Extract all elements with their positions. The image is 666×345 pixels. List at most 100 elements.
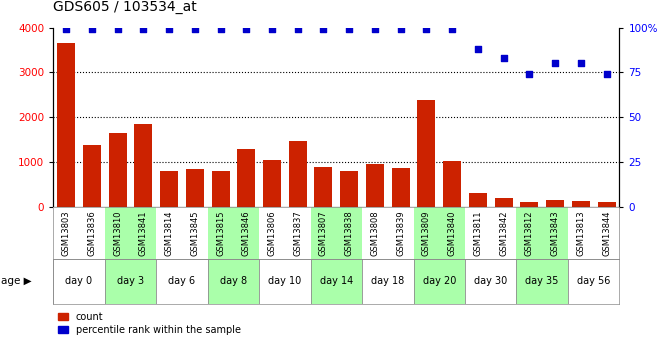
Text: GSM13842: GSM13842 <box>499 210 508 256</box>
Point <box>164 27 174 32</box>
Text: day 20: day 20 <box>422 276 456 286</box>
Point <box>113 27 123 32</box>
Bar <box>414 207 465 259</box>
Point <box>575 61 586 66</box>
Legend: count, percentile rank within the sample: count, percentile rank within the sample <box>58 312 240 335</box>
Point <box>549 61 560 66</box>
Text: GSM13803: GSM13803 <box>62 210 71 256</box>
Bar <box>465 259 516 304</box>
Bar <box>237 149 255 207</box>
Bar <box>105 259 157 304</box>
Bar <box>516 207 568 259</box>
Bar <box>340 171 358 207</box>
Bar <box>366 164 384 207</box>
Bar <box>465 207 516 259</box>
Point <box>421 27 432 32</box>
Text: GSM13808: GSM13808 <box>370 210 380 256</box>
Point <box>61 27 71 32</box>
Text: day 0: day 0 <box>65 276 93 286</box>
Bar <box>157 259 208 304</box>
Point <box>266 27 277 32</box>
Bar <box>443 161 461 207</box>
Text: GSM13844: GSM13844 <box>602 210 611 256</box>
Text: age ▶: age ▶ <box>1 276 31 286</box>
Text: day 18: day 18 <box>371 276 404 286</box>
Bar <box>53 259 105 304</box>
Bar <box>568 259 619 304</box>
Bar <box>160 171 178 207</box>
Bar <box>83 145 101 207</box>
Bar <box>469 193 487 207</box>
Text: GSM13807: GSM13807 <box>319 210 328 256</box>
Text: GSM13841: GSM13841 <box>139 210 148 256</box>
Text: day 3: day 3 <box>117 276 144 286</box>
Text: GSM13810: GSM13810 <box>113 210 122 256</box>
Bar <box>259 259 310 304</box>
Point <box>524 71 535 77</box>
Text: GSM13836: GSM13836 <box>87 210 97 256</box>
Bar <box>310 207 362 259</box>
Bar <box>362 259 414 304</box>
Bar <box>208 207 259 259</box>
Bar <box>157 207 208 259</box>
Text: GSM13811: GSM13811 <box>474 210 482 256</box>
Text: GSM13845: GSM13845 <box>190 210 199 256</box>
Text: GSM13839: GSM13839 <box>396 210 405 256</box>
Point <box>87 27 97 32</box>
Text: GSM13812: GSM13812 <box>525 210 534 256</box>
Text: day 30: day 30 <box>474 276 507 286</box>
Text: GSM13838: GSM13838 <box>345 210 354 256</box>
Text: GSM13809: GSM13809 <box>422 210 431 256</box>
Point <box>344 27 354 32</box>
Text: GSM13840: GSM13840 <box>448 210 457 256</box>
Bar <box>105 207 157 259</box>
Text: GSM13846: GSM13846 <box>242 210 251 256</box>
Text: GDS605 / 103534_at: GDS605 / 103534_at <box>53 0 197 14</box>
Bar <box>53 207 105 259</box>
Text: day 35: day 35 <box>525 276 559 286</box>
Bar <box>495 198 513 207</box>
Bar <box>289 141 307 207</box>
Text: GSM13813: GSM13813 <box>576 210 585 256</box>
Text: day 14: day 14 <box>320 276 353 286</box>
Text: day 8: day 8 <box>220 276 247 286</box>
Text: GSM13837: GSM13837 <box>293 210 302 256</box>
Text: GSM13815: GSM13815 <box>216 210 225 256</box>
Text: day 56: day 56 <box>577 276 610 286</box>
Point <box>215 27 226 32</box>
Point <box>447 27 458 32</box>
Bar <box>109 133 127 207</box>
Bar <box>263 160 281 207</box>
Point <box>138 27 149 32</box>
Text: GSM13806: GSM13806 <box>268 210 276 256</box>
Bar <box>259 207 310 259</box>
Point <box>498 55 509 61</box>
Bar <box>418 100 436 207</box>
Bar <box>568 207 619 259</box>
Bar <box>520 202 538 207</box>
Text: GSM13843: GSM13843 <box>551 210 559 256</box>
Bar <box>135 125 153 207</box>
Point <box>396 27 406 32</box>
Point <box>241 27 252 32</box>
Bar <box>414 259 465 304</box>
Bar <box>212 171 230 207</box>
Point <box>292 27 303 32</box>
Bar <box>572 201 590 207</box>
Point <box>318 27 329 32</box>
Text: day 6: day 6 <box>168 276 196 286</box>
Bar <box>362 207 414 259</box>
Bar <box>57 43 75 207</box>
Point <box>190 27 200 32</box>
Bar <box>186 169 204 207</box>
Bar <box>208 259 259 304</box>
Bar <box>314 167 332 207</box>
Text: day 10: day 10 <box>268 276 302 286</box>
Point <box>601 71 612 77</box>
Text: GSM13814: GSM13814 <box>165 210 174 256</box>
Bar <box>392 168 410 207</box>
Point <box>370 27 380 32</box>
Bar <box>310 259 362 304</box>
Bar <box>516 259 568 304</box>
Bar <box>546 200 564 207</box>
